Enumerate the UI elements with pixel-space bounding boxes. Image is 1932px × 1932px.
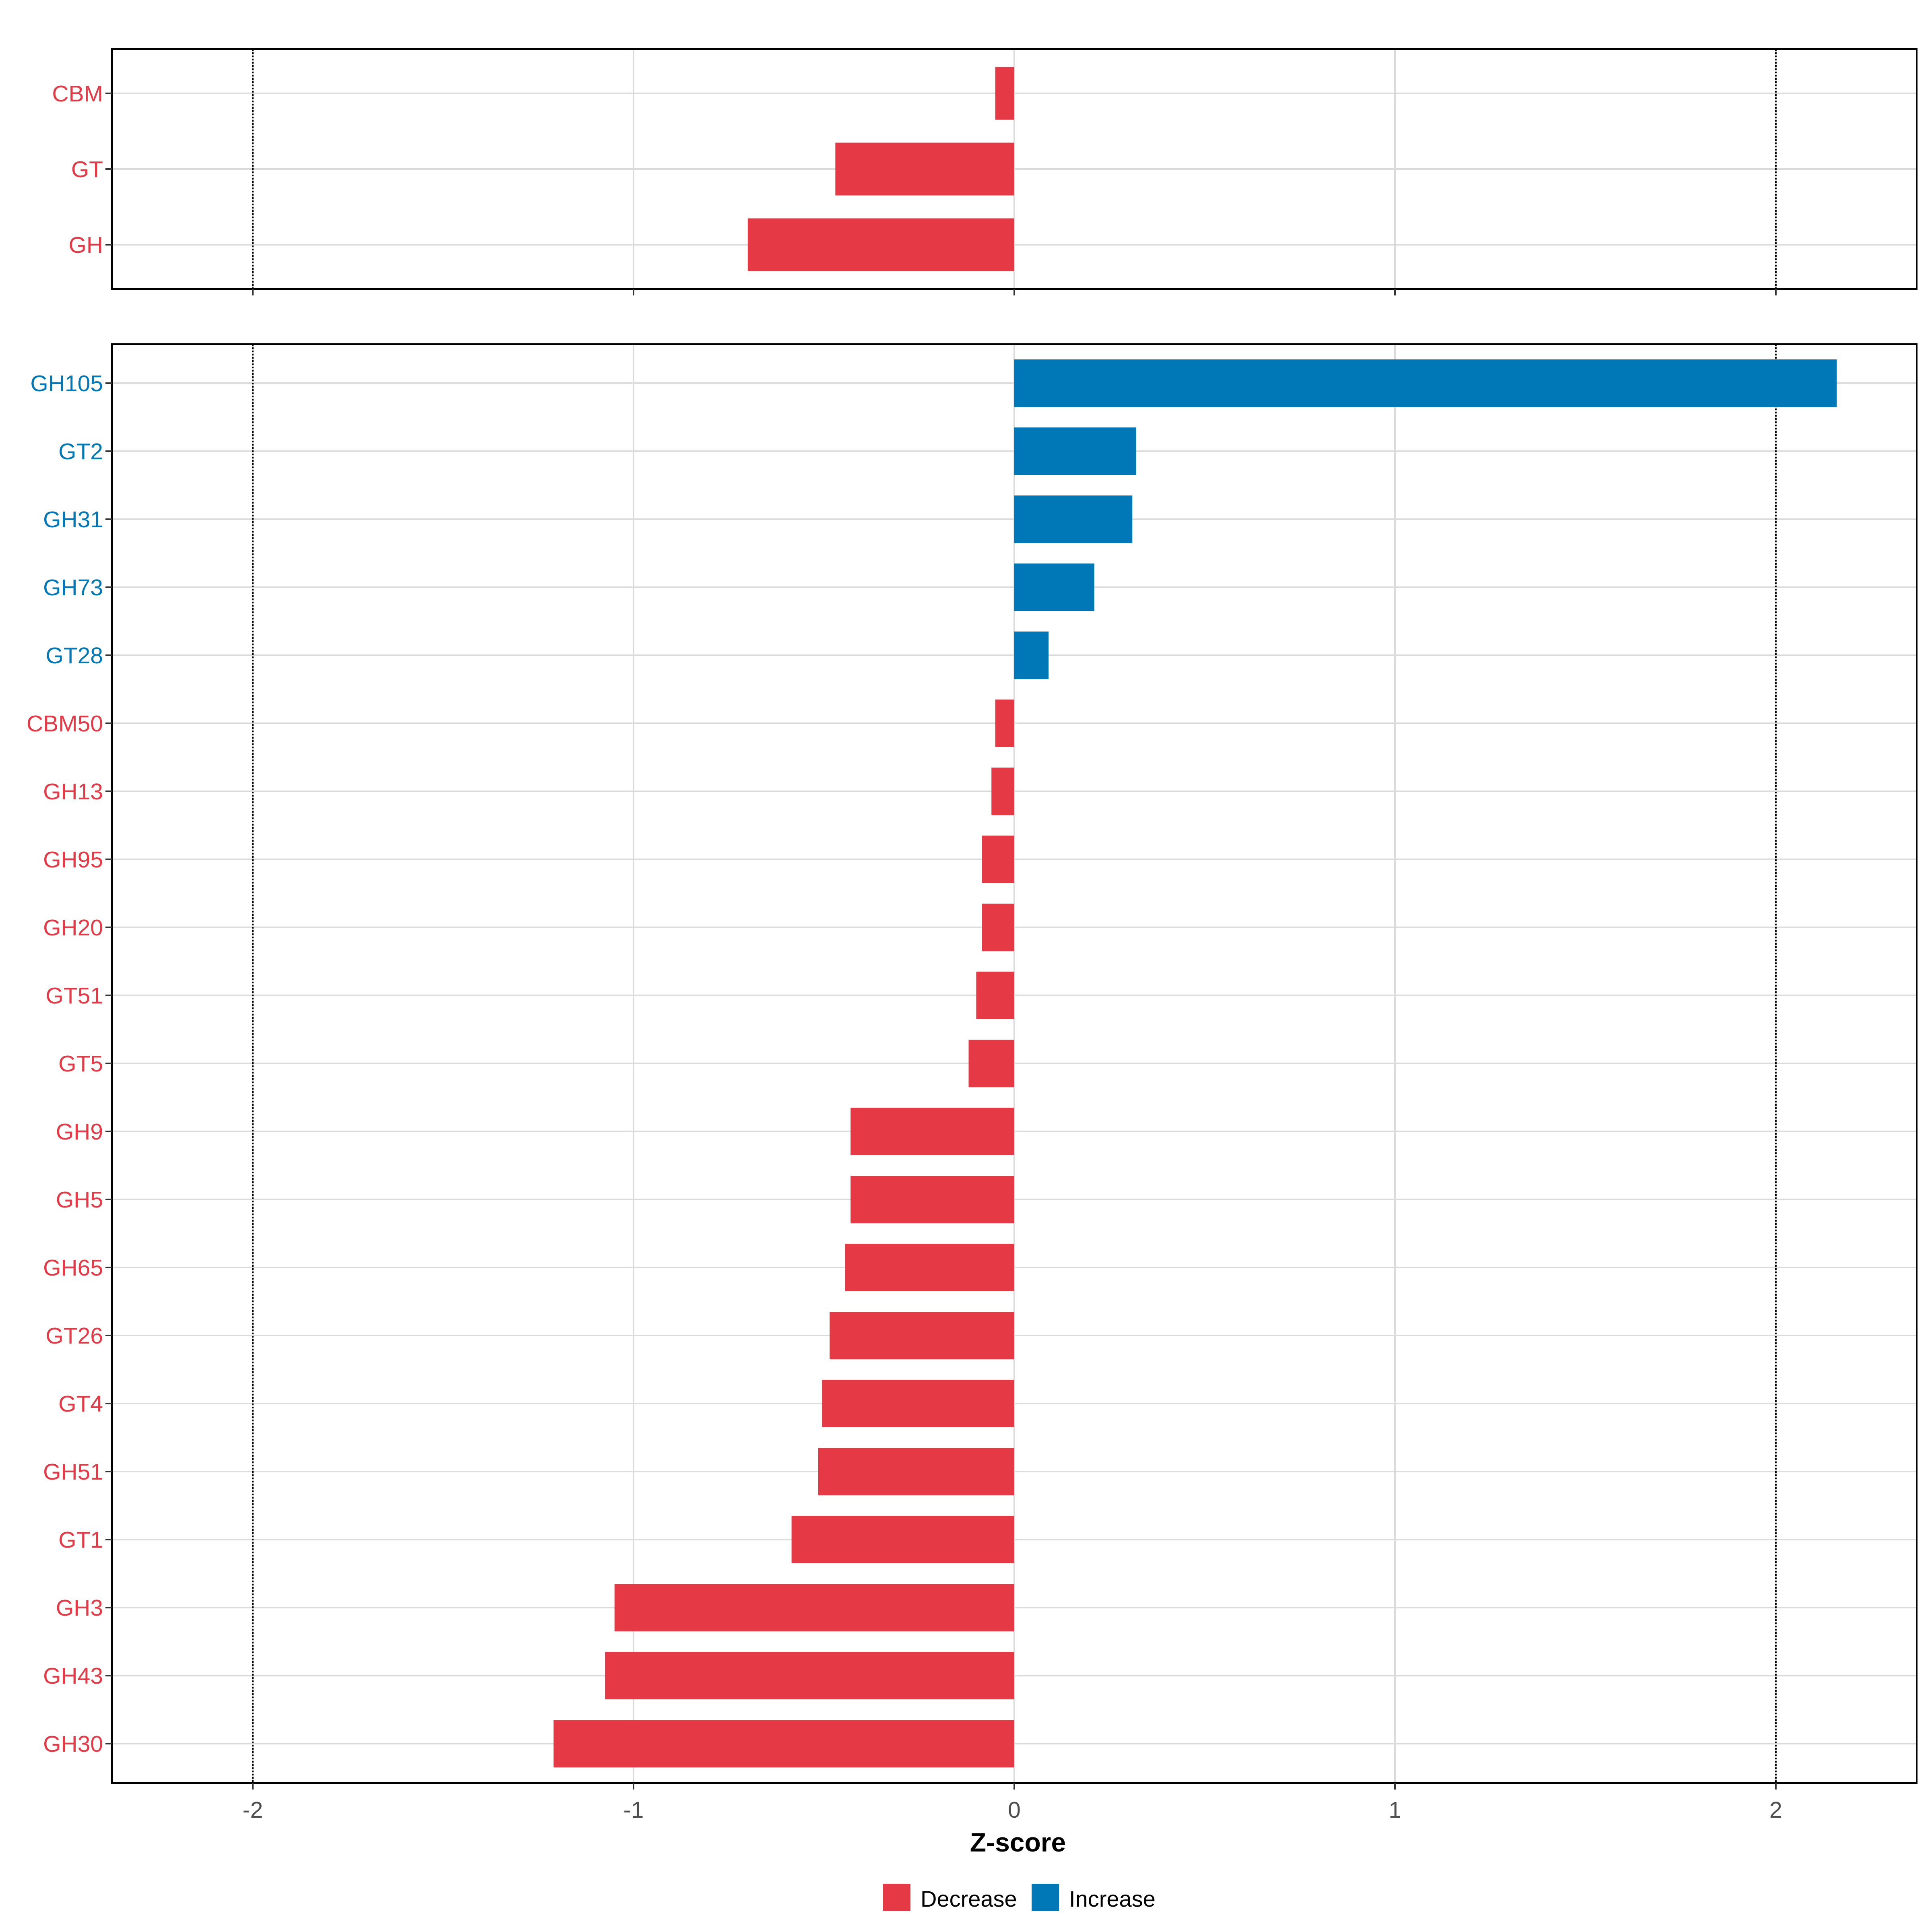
- y-tick-label-gh20: GH20: [43, 915, 103, 941]
- legend: Decrease Increase: [883, 1884, 1156, 1911]
- bar-gt26: [830, 1312, 1014, 1359]
- y-tick-label-gt28: GT28: [45, 643, 103, 669]
- bar-gt5: [968, 1040, 1014, 1087]
- y-tick-label-gh: GH: [69, 232, 103, 258]
- bar-gt28: [1014, 632, 1049, 679]
- y-tick-label-cbm: CBM: [52, 81, 103, 107]
- y-tick-label-gh31: GH31: [43, 507, 103, 533]
- y-tick-label-gt5: GT5: [58, 1051, 103, 1077]
- bar-gh105: [1014, 359, 1837, 407]
- y-tick-label-gt51: GT51: [45, 983, 103, 1009]
- y-tick-label-gh30: GH30: [43, 1731, 103, 1757]
- y-tick-label-gh51: GH51: [43, 1459, 103, 1485]
- x-tick-label: 1: [1389, 1797, 1402, 1823]
- legend-label-increase: Increase: [1069, 1886, 1156, 1911]
- bottom-panel: GH105GT2GH31GH73GT28CBM50GH13GH95GH20GT5…: [27, 343, 1918, 1823]
- y-tick-label-gt1: GT1: [58, 1527, 103, 1553]
- y-tick-label-gh95: GH95: [43, 847, 103, 873]
- bar-gt: [835, 142, 1014, 196]
- bar-cbm: [995, 67, 1014, 120]
- bar-gh: [747, 218, 1014, 271]
- x-tick-label: 2: [1769, 1797, 1782, 1823]
- bar-gh95: [982, 836, 1014, 883]
- bar-gh20: [982, 904, 1014, 951]
- top-panel: CBM GT GH: [52, 48, 1918, 295]
- bar-gt51: [976, 972, 1014, 1019]
- bar-gh5: [850, 1176, 1014, 1223]
- y-tick-label-gh9: GH9: [56, 1119, 103, 1145]
- y-tick-label-gh13: GH13: [43, 779, 103, 805]
- x-tick-label: -1: [623, 1797, 644, 1823]
- y-tick-label-gh73: GH73: [43, 575, 103, 601]
- y-tick-label-gh65: GH65: [43, 1255, 103, 1281]
- y-tick-label-gh105: GH105: [30, 371, 103, 396]
- y-tick-label-gt2: GT2: [58, 439, 103, 464]
- legend-key-decrease: [883, 1884, 910, 1911]
- bar-gh73: [1014, 564, 1094, 611]
- bar-cbm50: [995, 700, 1014, 747]
- y-tick-label-gh5: GH5: [56, 1187, 103, 1213]
- bar-gh31: [1014, 495, 1133, 543]
- bar-gh30: [553, 1720, 1014, 1767]
- bar-gh3: [614, 1584, 1014, 1631]
- y-tick-label-cbm50: CBM50: [27, 711, 103, 737]
- y-tick-label-gt26: GT26: [45, 1323, 103, 1349]
- y-tick-label-gt: GT: [71, 157, 103, 182]
- bar-gh9: [850, 1108, 1014, 1155]
- y-tick-label-gt4: GT4: [58, 1391, 103, 1417]
- y-tick-label-gh3: GH3: [56, 1595, 103, 1621]
- bar-gh13: [991, 768, 1014, 815]
- legend-label-decrease: Decrease: [921, 1886, 1017, 1911]
- y-tick-label-gh43: GH43: [43, 1663, 103, 1689]
- bar-gt1: [791, 1516, 1014, 1563]
- legend-key-increase: [1032, 1884, 1059, 1911]
- x-tick-label: 0: [1008, 1797, 1021, 1823]
- bar-gt2: [1014, 427, 1136, 475]
- bar-gh65: [845, 1244, 1014, 1291]
- bar-gh43: [605, 1652, 1014, 1699]
- x-tick-label: -2: [243, 1797, 263, 1823]
- bar-gt4: [822, 1380, 1014, 1427]
- x-axis-title: Z-score: [970, 1827, 1066, 1857]
- bar-gh51: [818, 1448, 1014, 1495]
